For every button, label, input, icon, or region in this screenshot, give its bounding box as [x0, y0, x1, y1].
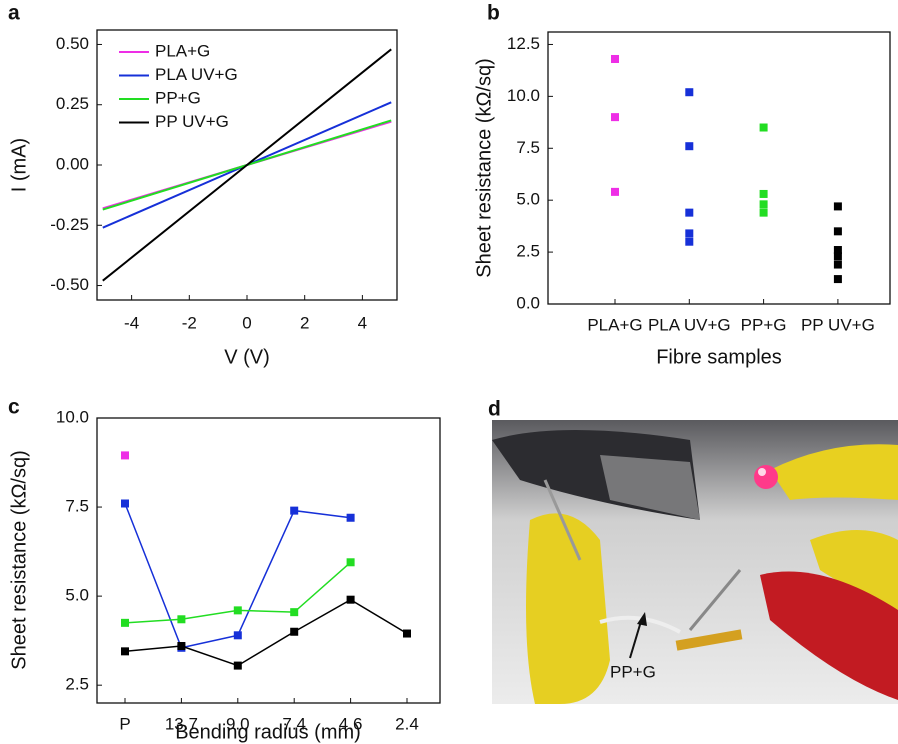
x-tick-label: 2.4: [395, 714, 419, 733]
point: [611, 54, 619, 63]
series-line: [124, 503, 351, 649]
panel-label: c: [8, 396, 20, 419]
plot-frame: [96, 417, 441, 704]
x-tick-label: 13.7: [165, 714, 198, 733]
point: [833, 252, 842, 261]
x-tick-label: 9.0: [226, 714, 250, 733]
point: [759, 189, 768, 198]
point: [611, 187, 619, 196]
point: [685, 237, 694, 246]
marker: [233, 661, 242, 670]
marker: [233, 606, 242, 615]
marker: [290, 506, 299, 515]
panel-label: b: [487, 2, 500, 25]
point: [833, 227, 842, 236]
legend-label: PLA+G: [155, 41, 210, 60]
x-axis-title: Bending radius (mm): [175, 721, 361, 743]
x-tick-label: P: [119, 714, 130, 733]
y-tick-label: 7.5: [516, 138, 540, 157]
marker: [121, 451, 129, 460]
y-tick-label: 0.0: [516, 293, 540, 312]
x-tick-label: 2: [300, 313, 309, 332]
point: [833, 202, 842, 211]
yellow-clip: [770, 444, 898, 500]
point: [759, 123, 768, 132]
arrowhead: [637, 612, 647, 626]
marker: [346, 558, 355, 567]
arrow: [629, 617, 643, 659]
marker: [403, 629, 411, 638]
led: [754, 465, 778, 489]
wire: [688, 569, 742, 631]
x-tick-label: PP UV+G: [801, 315, 875, 334]
x-tick-label: 0: [242, 313, 251, 332]
x-tick-label: -2: [182, 313, 197, 332]
x-tick-label: 4.6: [339, 714, 363, 733]
x-tick-label: -4: [124, 313, 139, 332]
point: [833, 275, 842, 284]
y-tick-label: 7.5: [65, 497, 89, 516]
x-tick-label: PP+G: [741, 315, 787, 334]
x-axis-title: V (V): [224, 346, 270, 368]
y-tick-label: 10.0: [507, 86, 540, 105]
device-edge: [600, 455, 700, 520]
marker: [290, 627, 299, 636]
yellow-clip: [526, 513, 610, 704]
y-tick-label: 2.5: [65, 675, 89, 694]
x-tick-label: 7.4: [282, 714, 306, 733]
marker: [346, 595, 355, 604]
x-tick-label: PLA+G: [587, 315, 642, 334]
y-tick-label: 10.0: [56, 407, 89, 426]
x-axis-title: Fibre samples: [656, 346, 782, 368]
series-line: [124, 598, 408, 667]
point: [611, 113, 619, 122]
point: [833, 260, 842, 269]
y-tick-label: 0.00: [56, 154, 89, 173]
y-axis-title: Sheet resistance (kΩ/sq): [473, 58, 495, 277]
y-tick-label: 12.5: [507, 34, 540, 53]
point: [759, 208, 768, 217]
yellow-clip: [810, 530, 898, 610]
y-tick-label: -0.50: [50, 275, 89, 294]
y-axis-title: Sheet resistance (kΩ/sq): [8, 450, 30, 669]
point: [685, 142, 694, 151]
marker: [121, 647, 129, 656]
point: [685, 208, 694, 217]
marker: [346, 513, 355, 522]
y-tick-label: -0.25: [50, 215, 89, 234]
y-tick-label: 5.0: [516, 190, 540, 209]
point: [759, 200, 768, 209]
panel-label: d: [488, 398, 501, 421]
photo-annotation: PP+G: [610, 662, 656, 681]
wire: [543, 479, 582, 561]
y-tick-label: 2.5: [516, 242, 540, 261]
led-glare: [758, 468, 766, 476]
marker: [177, 615, 186, 624]
fibre: [599, 615, 681, 634]
x-tick-label: PLA UV+G: [648, 315, 731, 334]
point: [685, 229, 694, 238]
marker: [290, 608, 299, 617]
point: [685, 88, 694, 97]
marker: [177, 642, 186, 650]
marker: [233, 631, 242, 640]
y-tick-label: 5.0: [65, 586, 89, 605]
legend-label: PP UV+G: [155, 112, 229, 131]
y-tick-label: 0.50: [56, 34, 89, 53]
photo: PP+G d: [488, 398, 898, 704]
y-tick-label: 0.25: [56, 94, 89, 113]
series-line: [102, 48, 392, 282]
marker: [121, 618, 129, 627]
point: [833, 246, 842, 255]
plot-frame: [547, 31, 891, 305]
marker: [121, 499, 129, 508]
fibre-sample: [675, 629, 743, 651]
red-clip: [760, 571, 898, 700]
x-tick-label: 4: [358, 313, 367, 332]
panel-label: a: [8, 2, 20, 25]
legend-label: PP+G: [155, 88, 201, 107]
legend-label: PLA UV+G: [155, 65, 238, 84]
y-axis-title: I (mA): [8, 138, 30, 192]
